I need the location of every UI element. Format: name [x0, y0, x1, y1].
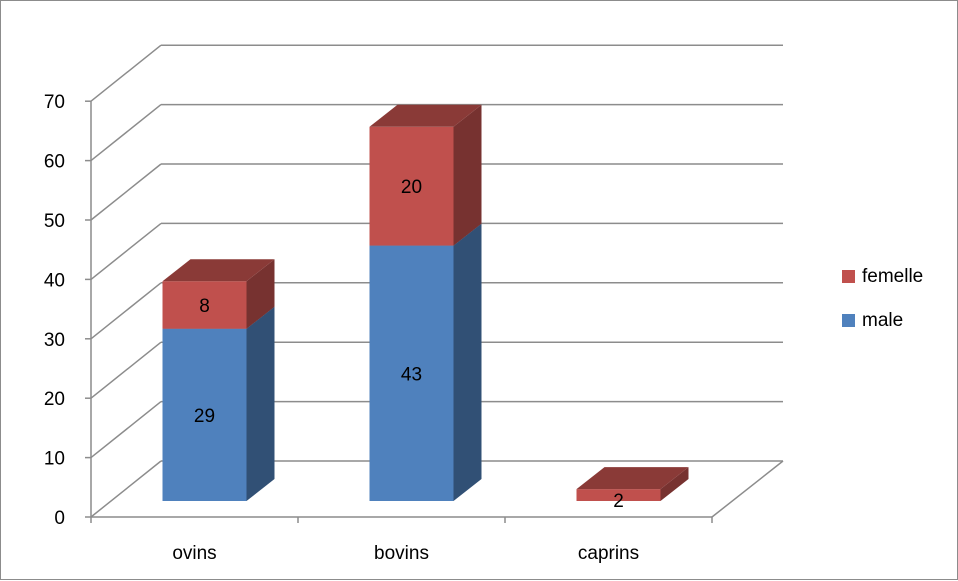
- data-label: 2: [613, 491, 624, 512]
- gridline-diagonal: [90, 104, 162, 162]
- bar-femelle-caprins: [576, 467, 689, 501]
- y-tick-label: 20: [44, 389, 65, 410]
- bar-top-face: [576, 467, 689, 490]
- bar-side-face: [453, 223, 482, 501]
- gridline-diagonal: [90, 401, 162, 459]
- x-tick-label: bovins: [374, 543, 429, 564]
- data-labels: 29 8 43 20 2: [194, 177, 624, 512]
- bar-top-face: [369, 104, 482, 127]
- data-label: 43: [401, 364, 422, 385]
- bar-femelle-ovins: [162, 259, 275, 329]
- axes: [85, 100, 784, 523]
- bar-front-face: [576, 489, 661, 501]
- bar-front-face: [162, 281, 247, 329]
- y-tick-label: 60: [44, 152, 65, 173]
- bar-top-face: [162, 259, 275, 282]
- y-tick-label: 0: [54, 508, 65, 529]
- gridline-diagonal: [90, 460, 162, 518]
- gridline-diagonal: [90, 222, 162, 280]
- x-tick-label: ovins: [172, 543, 216, 564]
- bar-male-ovins: [162, 306, 275, 501]
- y-tick-label: 40: [44, 270, 65, 291]
- bar-front-face: [369, 126, 454, 246]
- bar-front-face: [369, 245, 454, 501]
- legend: femelle male: [842, 266, 923, 331]
- legend-swatch-femelle: [842, 270, 855, 283]
- legend-label-male: male: [862, 310, 903, 331]
- legend-label-femelle: femelle: [862, 266, 923, 287]
- y-axis-tick-labels: 0 10 20 30 40 50 60 70: [44, 92, 65, 529]
- bar-male-bovins: [369, 223, 482, 501]
- data-label: 20: [401, 177, 422, 198]
- gridline-diagonal: [90, 282, 162, 340]
- y-tick-label: 50: [44, 211, 65, 232]
- y-tick-label: 30: [44, 330, 65, 351]
- data-label: 8: [199, 296, 210, 317]
- bars: [162, 104, 689, 501]
- x-axis-tick-labels: ovins bovins caprins: [172, 543, 639, 564]
- bar-femelle-bovins: [369, 104, 482, 246]
- bar-front-face: [162, 328, 247, 501]
- bar-side-face: [246, 306, 275, 501]
- bar-side-face: [660, 467, 689, 501]
- data-label: 29: [194, 406, 215, 427]
- gridline-diagonal: [90, 341, 162, 399]
- y-tick-label: 70: [44, 92, 65, 113]
- gridline-diagonal: [90, 44, 162, 102]
- legend-swatch-male: [842, 314, 855, 327]
- floor-right-edge: [711, 460, 784, 518]
- gridline-diagonal: [90, 163, 162, 221]
- bar-side-face: [246, 259, 275, 329]
- y-tick-label: 10: [44, 449, 65, 470]
- x-tick-label: caprins: [578, 543, 639, 564]
- bar-side-face: [453, 104, 482, 246]
